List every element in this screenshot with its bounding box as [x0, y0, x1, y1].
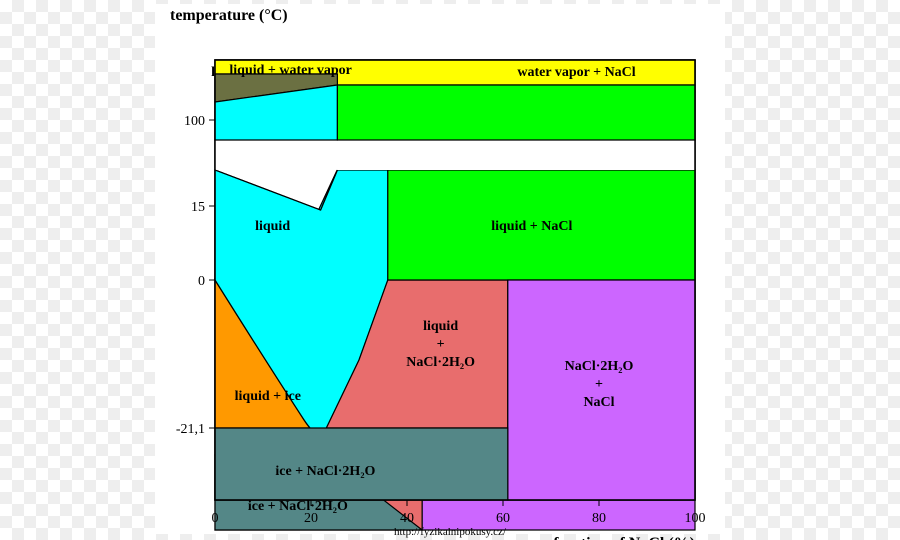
x-tick: 60 [496, 511, 510, 526]
region-label: liquid [255, 219, 290, 234]
y-tick: 0 [198, 274, 205, 289]
y-tick: -21,1 [176, 422, 205, 437]
y-axis-title: temperature (°C) [170, 7, 288, 24]
region-label: water vapor + NaCl [517, 65, 635, 80]
x-tick: 100 [685, 511, 706, 526]
region-label: ice + NaCl·2H₂O [275, 464, 375, 479]
credit: http://fyzikalnipokusy.cz/ [394, 526, 507, 538]
phase-diagram: temperature (°C) water vapor + NaCl liquid… [0, 0, 900, 540]
x-tick: 40 [400, 511, 414, 526]
region-label: liquid + water vapor [229, 63, 351, 78]
x-tick: 20 [304, 511, 318, 526]
region-label: liquid + ice [235, 389, 301, 404]
x-axis-title: mass fraction of NaCl (%) [515, 535, 695, 540]
label-ice_nacl2h2o: ice + NaCl·2H₂O [248, 499, 348, 514]
x-tick: 0 [212, 511, 219, 526]
region-label: liquid + NaCl [491, 219, 572, 234]
y-tick: 100 [184, 114, 205, 129]
y-tick: 15 [191, 200, 205, 215]
x-tick: 80 [592, 511, 606, 526]
